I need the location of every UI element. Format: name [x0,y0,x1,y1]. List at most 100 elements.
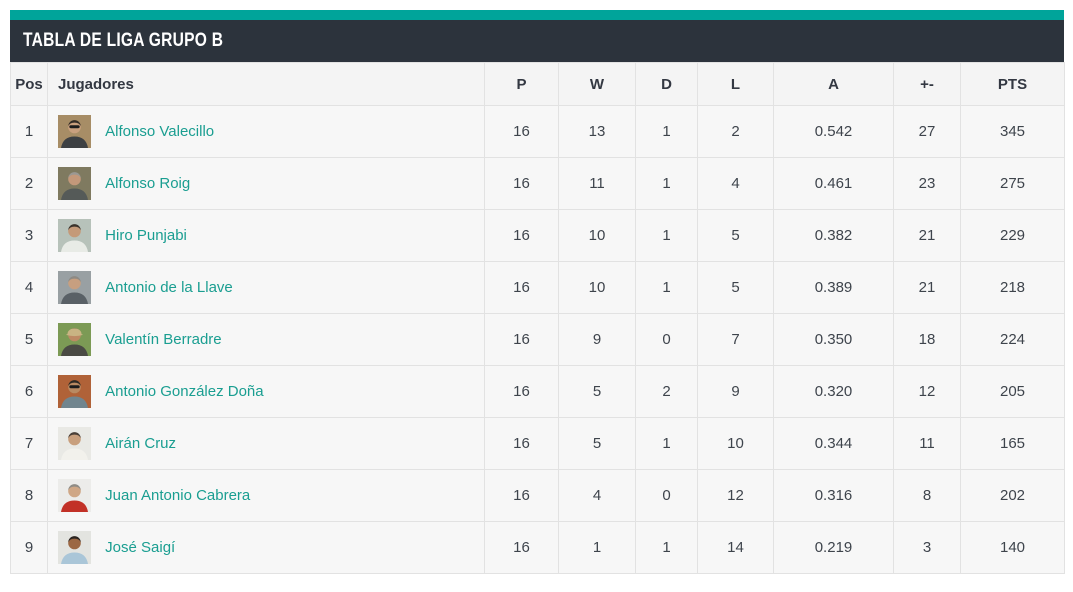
table-header-row: Pos Jugadores P W D L A +- PTS [10,62,1065,106]
position-cell: 3 [10,209,48,262]
player-avatar[interactable] [58,167,91,200]
table-row: 2 Alfonso Roig 16 11 1 4 0.461 23 275 [10,157,1065,210]
average-cell: 0.542 [773,105,894,158]
player-avatar[interactable] [58,427,91,460]
wins-cell: 1 [558,521,636,574]
player-avatar-image [58,167,91,200]
played-cell: 16 [484,105,559,158]
average-cell: 0.316 [773,469,894,522]
table-row: 9 José Saigí 16 1 1 14 0.219 3 140 [10,521,1065,574]
league-table-panel: TABLA DE LIGA GRUPO B Pos Jugadores P W … [10,10,1065,574]
position-cell: 5 [10,313,48,366]
losses-cell: 5 [697,261,774,314]
table-row: 1 Alfonso Valecillo 16 13 1 2 0.542 27 3… [10,105,1065,158]
average-cell: 0.219 [773,521,894,574]
player-cell: Juan Antonio Cabrera [47,469,485,522]
player-cell: Alfonso Valecillo [47,105,485,158]
wins-cell: 10 [558,261,636,314]
player-avatar[interactable] [58,375,91,408]
losses-cell: 5 [697,209,774,262]
player-link[interactable]: Antonio González Doña [105,383,264,400]
league-table: Pos Jugadores P W D L A +- PTS 1 [10,62,1065,574]
player-cell: Antonio González Doña [47,365,485,418]
draws-cell: 1 [635,521,698,574]
plusminus-cell: 18 [893,313,961,366]
plusminus-cell: 21 [893,261,961,314]
player-avatar[interactable] [58,219,91,252]
plusminus-cell: 8 [893,469,961,522]
player-avatar[interactable] [58,531,91,564]
player-avatar-image [58,219,91,252]
average-cell: 0.461 [773,157,894,210]
player-cell: Valentín Berradre [47,313,485,366]
average-cell: 0.344 [773,417,894,470]
position-cell: 9 [10,521,48,574]
wins-cell: 5 [558,417,636,470]
player-link[interactable]: Antonio de la Llave [105,279,233,296]
player-cell: Antonio de la Llave [47,261,485,314]
plusminus-cell: 12 [893,365,961,418]
column-header-jugadores: Jugadores [47,62,485,106]
player-link[interactable]: Hiro Punjabi [105,227,187,244]
points-cell: 218 [960,261,1065,314]
column-header-l: L [697,62,774,106]
draws-cell: 0 [635,469,698,522]
player-link[interactable]: Valentín Berradre [105,331,222,348]
average-cell: 0.389 [773,261,894,314]
draws-cell: 2 [635,365,698,418]
draws-cell: 1 [635,417,698,470]
player-avatar-image [58,271,91,304]
losses-cell: 7 [697,313,774,366]
draws-cell: 1 [635,261,698,314]
table-row: 4 Antonio de la Llave 16 10 1 5 0.389 21… [10,261,1065,314]
losses-cell: 12 [697,469,774,522]
player-link[interactable]: Alfonso Roig [105,175,191,192]
draws-cell: 1 [635,157,698,210]
points-cell: 205 [960,365,1065,418]
player-link[interactable]: Airán Cruz [105,435,177,452]
column-header-p: P [484,62,559,106]
player-avatar[interactable] [58,115,91,148]
table-row: 8 Juan Antonio Cabrera 16 4 0 12 0.316 8… [10,469,1065,522]
plusminus-cell: 27 [893,105,961,158]
player-avatar[interactable] [58,479,91,512]
played-cell: 16 [484,417,559,470]
average-cell: 0.320 [773,365,894,418]
position-cell: 7 [10,417,48,470]
player-avatar-image [58,323,91,356]
played-cell: 16 [484,365,559,418]
player-cell: Hiro Punjabi [47,209,485,262]
column-header-pos: Pos [10,62,48,106]
column-header-pts: PTS [960,62,1065,106]
player-avatar-image [58,479,91,512]
position-cell: 6 [10,365,48,418]
plusminus-cell: 3 [893,521,961,574]
losses-cell: 9 [697,365,774,418]
accent-bar [10,10,1064,20]
wins-cell: 11 [558,157,636,210]
wins-cell: 13 [558,105,636,158]
position-cell: 2 [10,157,48,210]
position-cell: 8 [10,469,48,522]
player-avatar[interactable] [58,271,91,304]
played-cell: 16 [484,521,559,574]
points-cell: 229 [960,209,1065,262]
plusminus-cell: 21 [893,209,961,262]
player-link[interactable]: Alfonso Valecillo [105,123,215,140]
player-link[interactable]: Juan Antonio Cabrera [105,487,251,504]
column-header-w: W [558,62,636,106]
player-avatar[interactable] [58,323,91,356]
points-cell: 165 [960,417,1065,470]
player-cell: Airán Cruz [47,417,485,470]
player-avatar-image [58,115,91,148]
player-link[interactable]: José Saigí [105,539,176,556]
average-cell: 0.350 [773,313,894,366]
played-cell: 16 [484,469,559,522]
points-cell: 224 [960,313,1065,366]
panel-title: TABLA DE LIGA GRUPO B [23,30,224,51]
player-avatar-image [58,531,91,564]
losses-cell: 2 [697,105,774,158]
points-cell: 140 [960,521,1065,574]
draws-cell: 0 [635,313,698,366]
points-cell: 345 [960,105,1065,158]
